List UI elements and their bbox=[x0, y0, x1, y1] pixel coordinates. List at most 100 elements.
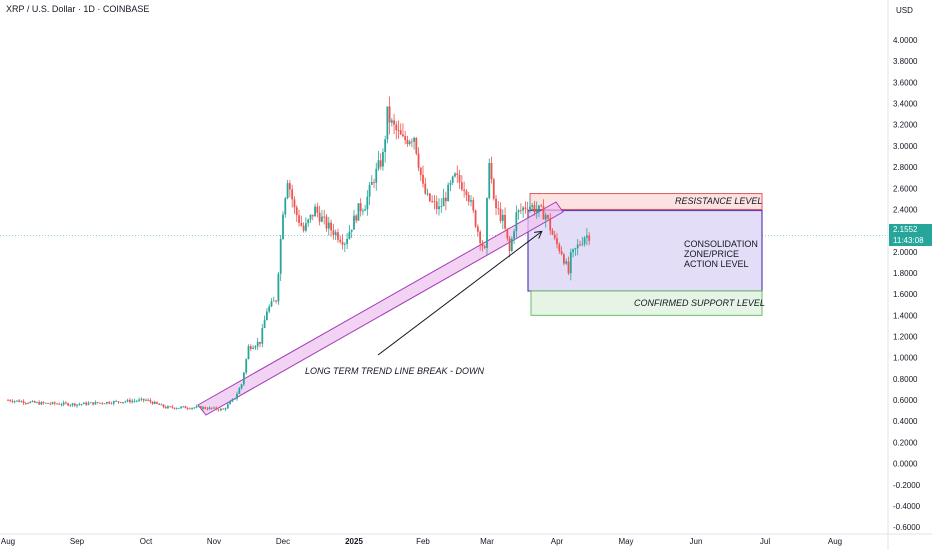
candle-body bbox=[135, 400, 138, 402]
candle-body bbox=[481, 243, 484, 247]
price-tick-label: 3.8000 bbox=[893, 57, 918, 66]
candle-body bbox=[456, 173, 459, 175]
candle-body bbox=[366, 196, 369, 210]
candle-body bbox=[460, 182, 463, 190]
candle-body bbox=[44, 402, 47, 404]
candle-body bbox=[115, 401, 117, 402]
candle-body bbox=[197, 406, 200, 408]
candle-body bbox=[440, 206, 443, 208]
candle-body bbox=[272, 300, 275, 302]
candle-body bbox=[426, 193, 429, 195]
candle-body bbox=[406, 140, 409, 145]
candle-body bbox=[275, 300, 277, 302]
chart-title: XRP / U.S. Dollar · 1D · COINBASE bbox=[6, 4, 150, 14]
candle-body bbox=[379, 160, 382, 167]
price-tick-label: 3.4000 bbox=[893, 100, 918, 109]
candle-body bbox=[247, 346, 250, 360]
candle-body bbox=[465, 191, 468, 195]
candle-body bbox=[422, 174, 424, 184]
candle-body bbox=[519, 210, 522, 212]
candle-body bbox=[350, 229, 353, 232]
candle-body bbox=[101, 402, 104, 404]
candle-body bbox=[36, 402, 38, 404]
price-tick-label: 4.0000 bbox=[893, 36, 918, 45]
candle-body bbox=[256, 341, 259, 347]
candle-body bbox=[117, 401, 120, 403]
candle-body bbox=[18, 400, 21, 403]
candle-body bbox=[119, 402, 122, 403]
candle-body bbox=[419, 167, 422, 175]
candle-body bbox=[576, 244, 579, 249]
candle-body bbox=[7, 400, 9, 401]
candle-body bbox=[69, 404, 72, 406]
candle-body bbox=[533, 205, 536, 213]
price-tick-label: 2.6000 bbox=[893, 184, 918, 193]
price-tick-label: 2.8000 bbox=[893, 163, 918, 172]
candle-body bbox=[458, 174, 461, 183]
price-tick-label: -0.4000 bbox=[893, 502, 921, 511]
time-tick-label: Dec bbox=[276, 537, 290, 546]
candle-body bbox=[129, 399, 131, 403]
consolidation-label-line2: ZONE/PRICE bbox=[684, 249, 739, 259]
candle-body bbox=[49, 403, 52, 405]
candle-body bbox=[62, 402, 65, 405]
candle-body bbox=[27, 403, 29, 404]
support-zone[interactable] bbox=[530, 290, 763, 316]
candle-body bbox=[495, 198, 497, 208]
candle-body bbox=[549, 218, 552, 231]
candle-body bbox=[395, 124, 398, 131]
candle-body bbox=[51, 402, 54, 404]
candle-body bbox=[399, 130, 402, 135]
consolidation-zone[interactable] bbox=[527, 209, 763, 292]
candle-body bbox=[38, 402, 41, 405]
candle-body bbox=[158, 403, 161, 405]
candle-body bbox=[229, 401, 231, 405]
candle-body bbox=[472, 200, 475, 211]
candle-body bbox=[413, 137, 415, 142]
candle-body bbox=[153, 401, 156, 404]
candle-body bbox=[40, 402, 43, 405]
price-tick-label: 1.4000 bbox=[893, 311, 918, 320]
candle-body bbox=[233, 398, 236, 400]
consolidation-label-line3: ACTION LEVEL bbox=[684, 259, 749, 269]
candle-body bbox=[210, 407, 213, 409]
candle-body bbox=[243, 372, 245, 385]
currency-label[interactable]: USD bbox=[896, 6, 913, 15]
time-tick-label: Oct bbox=[140, 537, 153, 546]
trend-line-band[interactable] bbox=[197, 201, 564, 416]
time-tick-label: Apr bbox=[551, 537, 564, 546]
time-tick-label: Aug bbox=[1, 537, 15, 546]
candle-body bbox=[547, 215, 549, 219]
candle-body bbox=[467, 194, 470, 202]
candle-body bbox=[337, 232, 339, 240]
candle-body bbox=[213, 407, 215, 409]
candle-body bbox=[327, 222, 330, 229]
price-tick-label: -0.6000 bbox=[893, 523, 921, 532]
candle-body bbox=[167, 406, 169, 409]
candle-body bbox=[76, 404, 78, 406]
price-tick-label: 0.2000 bbox=[893, 438, 918, 447]
candle-body bbox=[295, 207, 298, 216]
time-tick-label: Sep bbox=[70, 537, 85, 546]
candle-body bbox=[424, 183, 427, 194]
candle-body bbox=[302, 225, 305, 231]
candle-body bbox=[323, 216, 326, 218]
candle-body bbox=[499, 208, 502, 221]
candle-body bbox=[184, 406, 187, 409]
candle-body bbox=[438, 206, 440, 210]
candle-body bbox=[282, 214, 284, 240]
time-tick-label: Mar bbox=[480, 537, 494, 546]
candle-body bbox=[490, 162, 493, 180]
candle-body bbox=[332, 230, 335, 236]
price-tick-label: 1.6000 bbox=[893, 290, 918, 299]
candle-body bbox=[186, 408, 189, 410]
candle-body bbox=[24, 403, 27, 404]
candle-body bbox=[574, 248, 577, 250]
candle-body bbox=[417, 153, 420, 168]
candle-body bbox=[410, 141, 413, 143]
resistance-label: RESISTANCE LEVEL bbox=[675, 196, 762, 206]
candle-body bbox=[64, 402, 67, 404]
candle-body bbox=[13, 401, 16, 402]
candle-body bbox=[483, 246, 486, 248]
